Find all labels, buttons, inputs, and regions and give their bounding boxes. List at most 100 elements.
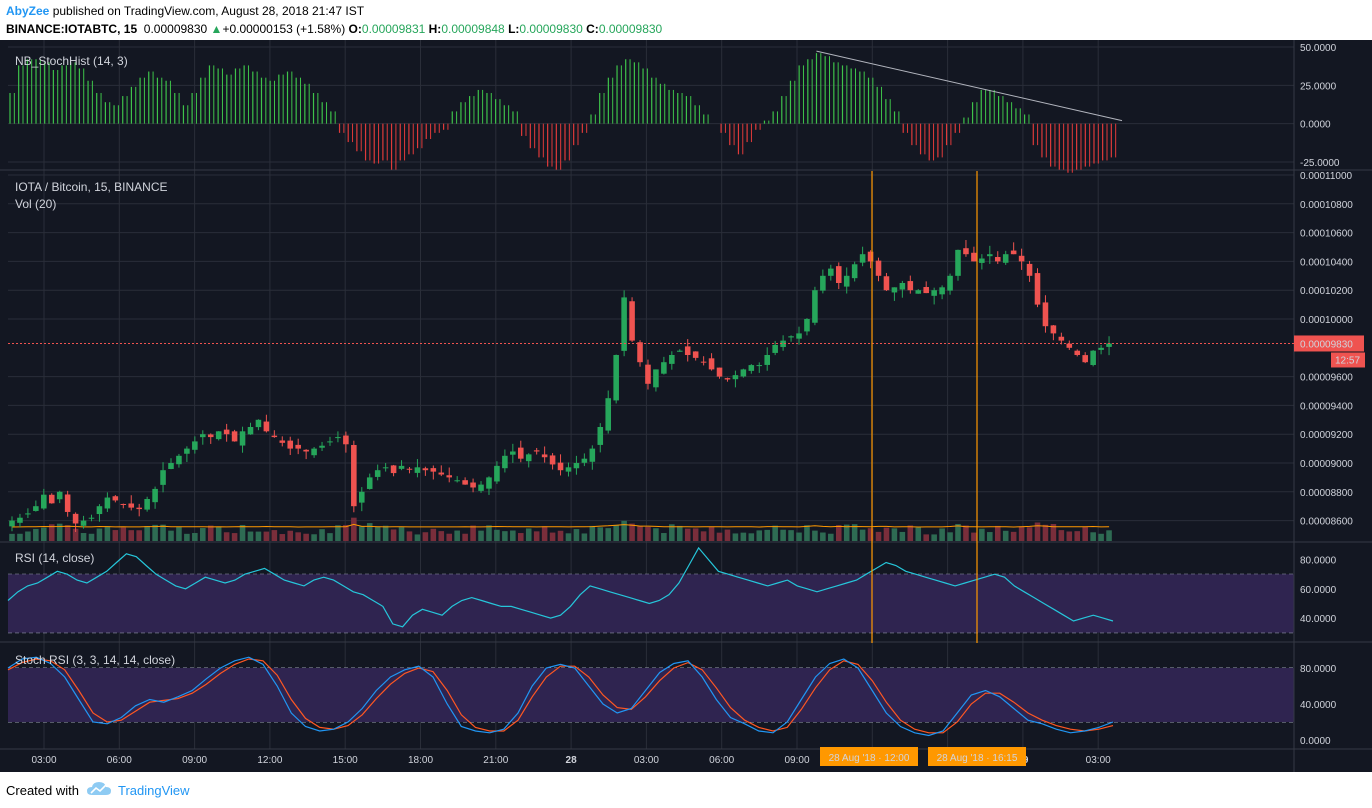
candle-body [549,455,556,465]
candle-body [319,445,325,448]
candle-body [994,257,1001,262]
volume-bar [1082,527,1088,541]
candle-body [430,468,437,472]
candle-body [454,480,460,482]
candle-body [541,454,548,458]
chart-canvas[interactable]: NB_StochHist (14, 3) IOTA / Bitcoin, 15,… [0,40,1372,772]
candle-body [1066,343,1073,348]
stoch-hist-bars [9,53,1117,173]
rsi-line [7,546,1114,628]
time-tick-label: 28 [566,755,578,766]
candle-body [335,437,341,439]
candle-body [311,448,317,456]
volume-bar [152,524,158,541]
rsi-label: RSI (14, close) [15,551,94,565]
candle-body [478,484,484,491]
candle-body [565,467,572,472]
created-with-text: Created with [6,783,79,798]
candle-body [17,517,23,523]
author-link[interactable]: AbyZee [6,4,50,18]
pane-separators [0,40,1372,772]
candle-body [708,358,715,370]
stoch-d-line [7,658,1114,734]
volume-bar [613,524,619,541]
candle-body [414,467,421,473]
volume-bar [994,525,1001,541]
stoch-rsi-label: Stoch RSI (3, 3, 14, 14, close) [15,653,175,667]
price-tick-label: 0.00010000 [1300,315,1353,326]
volume-bar [1098,533,1104,541]
candle-body [1002,254,1009,263]
volume-bar [1018,526,1025,541]
candle-body [239,431,246,446]
hist-trendline[interactable] [816,50,1123,122]
volume-bar [700,531,707,541]
time-axis[interactable]: 03:00 06:00 09:00 12:00 15:00 18:00 21:00 28 03:… [31,747,1111,766]
candle-body [517,447,524,459]
volume-bar [494,529,500,541]
chart-background [0,40,1372,772]
candle-body [637,342,643,363]
time-tick-label: 15:00 [333,755,358,766]
volume-bar [454,530,460,541]
candle-body [835,266,842,283]
volume-bar [1050,523,1057,541]
volume-bar [1002,530,1009,541]
volume-bar [756,530,763,541]
candle-body [931,290,937,296]
candle-body [160,470,166,485]
volume-bar [788,530,794,541]
hist-tick-label: 50.0000 [1300,43,1337,54]
volume-bar [414,534,421,541]
volume-bar [684,528,691,541]
volume-bar [645,526,651,541]
volume-bar [80,533,87,541]
volume-bar [947,532,953,541]
candle-body [772,344,778,353]
volume-bar [279,534,286,541]
candle-body [215,431,222,440]
stoch-k-line [7,656,1114,737]
candle-body [33,506,39,511]
volume-bar [796,532,802,541]
candle-body [915,290,922,294]
candle-body [859,254,866,263]
vertical-markers [871,171,978,643]
volume-bar [17,533,23,541]
volume-ma-line [11,523,1110,528]
candle-body [955,249,961,276]
candle-body [613,355,619,401]
candle-body [780,340,786,348]
candle-body [184,448,190,454]
candle-body [271,435,278,438]
candle-body [41,494,47,509]
volume-bar [136,530,142,541]
candle-body [327,441,333,443]
candle-body [987,254,993,257]
candle-body [1082,355,1088,363]
volume-bar [112,530,119,541]
candle-body [1098,347,1104,350]
volume-bar [486,525,492,541]
volume-bar [223,532,230,541]
candle-body [382,467,389,469]
volume-bar [804,525,810,541]
candle-body [200,434,206,438]
candle-body [1050,325,1057,334]
hist-tick-label: -25.0000 [1300,158,1340,169]
candle-body [669,355,675,364]
volume-bar [971,532,977,541]
candle-body [947,275,953,291]
volume-bar [661,533,667,541]
candle-body [971,252,977,262]
price-axis[interactable]: 50.0000 25.0000 0.0000 -25.0000 0.00011000 0.… [1294,43,1365,747]
volume-bar [168,530,174,541]
stoch-tick-label: 0.0000 [1300,736,1331,747]
candle-body [343,435,349,445]
volume-bar [1090,532,1096,541]
candle-body [1074,350,1081,355]
candle-body [390,465,397,474]
volume-bar [128,530,135,541]
tradingview-brand-link[interactable]: TradingView [118,783,190,798]
volume-bar [184,533,190,541]
